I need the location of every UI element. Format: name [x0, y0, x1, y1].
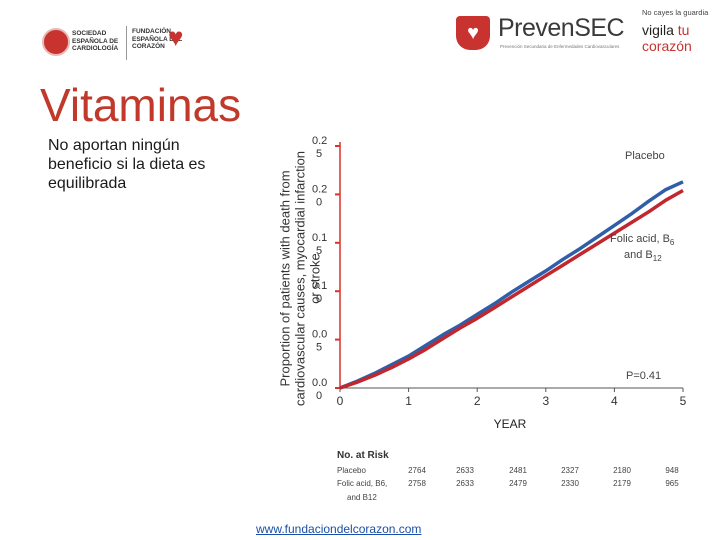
- y-tick-label-1-line2: 0: [316, 196, 322, 208]
- fundacion-heart-icon: ♥: [168, 22, 184, 52]
- x-tick-label-5: 5: [680, 394, 687, 408]
- website-link[interactable]: www.fundaciondelcorazon.com: [256, 522, 422, 536]
- at-risk-cell-1-0: 2758: [408, 479, 426, 488]
- at-risk-cell-1-2: 2479: [509, 479, 527, 488]
- at-risk-cell-1-4: 2179: [613, 479, 631, 488]
- x-tick-label-3: 3: [542, 394, 549, 408]
- y-tick-label-2-line2: 5: [316, 245, 322, 257]
- campaign-word-vigila: vigila: [642, 22, 674, 38]
- at-risk-cell-0-3: 2327: [561, 466, 579, 475]
- y-tick-label-0: 0.2: [312, 135, 327, 147]
- campaign-tagline: No cayes la guardia: [642, 8, 709, 17]
- at-risk-cell-0-5: 948: [665, 466, 679, 475]
- sec-logo-text: SOCIEDAD ESPAÑOLA DE CARDIOLOGÍA: [72, 30, 119, 52]
- p-value: P=0.41: [626, 370, 661, 382]
- legend-folic-line1: Folic acid, B6: [610, 233, 675, 247]
- at-risk-cell-0-2: 2481: [509, 466, 527, 475]
- at-risk-cell-0-0: 2764: [408, 466, 426, 475]
- at-risk-cell-1-1: 2633: [456, 479, 474, 488]
- page-subtitle: No aportan ningún beneficio si la dieta …: [48, 137, 206, 192]
- sec-logo: SOCIEDAD ESPAÑOLA DE CARDIOLOGÍA FUNDACI…: [40, 20, 200, 66]
- y-tick-label-4: 0.0: [312, 329, 327, 341]
- campaign-logo: No cayes la guardia vigila tu corazón: [642, 8, 716, 54]
- at-risk-cell-0-4: 2180: [613, 466, 631, 475]
- y-tick-label-5-line2: 0: [316, 390, 322, 402]
- at-risk-cell-1-3: 2330: [561, 479, 579, 488]
- page-title: Vitaminas: [40, 79, 242, 131]
- y-tick-label-5: 0.0: [312, 377, 327, 389]
- campaign-word-corazon: corazón: [642, 38, 692, 54]
- series-line-1: [339, 188, 684, 390]
- x-tick-label-0: 0: [337, 394, 344, 408]
- series-line-0: [339, 180, 684, 390]
- logo-divider: [126, 26, 127, 60]
- at-risk-row-label-0: Placebo: [337, 466, 366, 475]
- prevensec-subtitle: Prevención Secundaria de Enfermedades Ca…: [500, 44, 620, 49]
- prevensec-shield-icon: ♥: [456, 16, 490, 50]
- legend-folic-line2: and B12: [624, 249, 662, 263]
- prevensec-name: PrevenSEC: [498, 14, 625, 42]
- at-risk-title: No. at Risk: [337, 450, 389, 461]
- at-risk-row-label-1: Folic acid, B6,: [337, 479, 387, 488]
- x-axis-label: YEAR: [494, 417, 527, 431]
- y-tick-label-0-line2: 5: [316, 148, 322, 160]
- y-tick-label-3-line2: 0: [316, 293, 322, 305]
- at-risk-cell-1-5: 965: [665, 479, 679, 488]
- y-tick-label-2: 0.1: [312, 232, 327, 244]
- fundacion-logo-text: FUNDACIÓN ESPAÑOLA DEL CORAZÓN: [132, 28, 183, 50]
- legend-placebo: Placebo: [625, 150, 665, 162]
- at-risk-cell-0-1: 2633: [456, 466, 474, 475]
- at-risk-row-label2-1: and B12: [347, 493, 377, 502]
- prevensec-logo: ♥ PrevenSEC Prevención Secundaria de Enf…: [456, 14, 640, 54]
- x-tick-label-1: 1: [405, 394, 412, 408]
- sec-emblem-icon: [42, 28, 70, 56]
- y-tick-label-3: 0.1: [312, 280, 327, 292]
- y-tick-label-4-line2: 5: [316, 342, 322, 354]
- x-tick-label-2: 2: [474, 394, 481, 408]
- campaign-word-tu: tu: [677, 22, 690, 38]
- x-tick-label-4: 4: [611, 394, 618, 408]
- y-tick-label-1: 0.2: [312, 183, 327, 195]
